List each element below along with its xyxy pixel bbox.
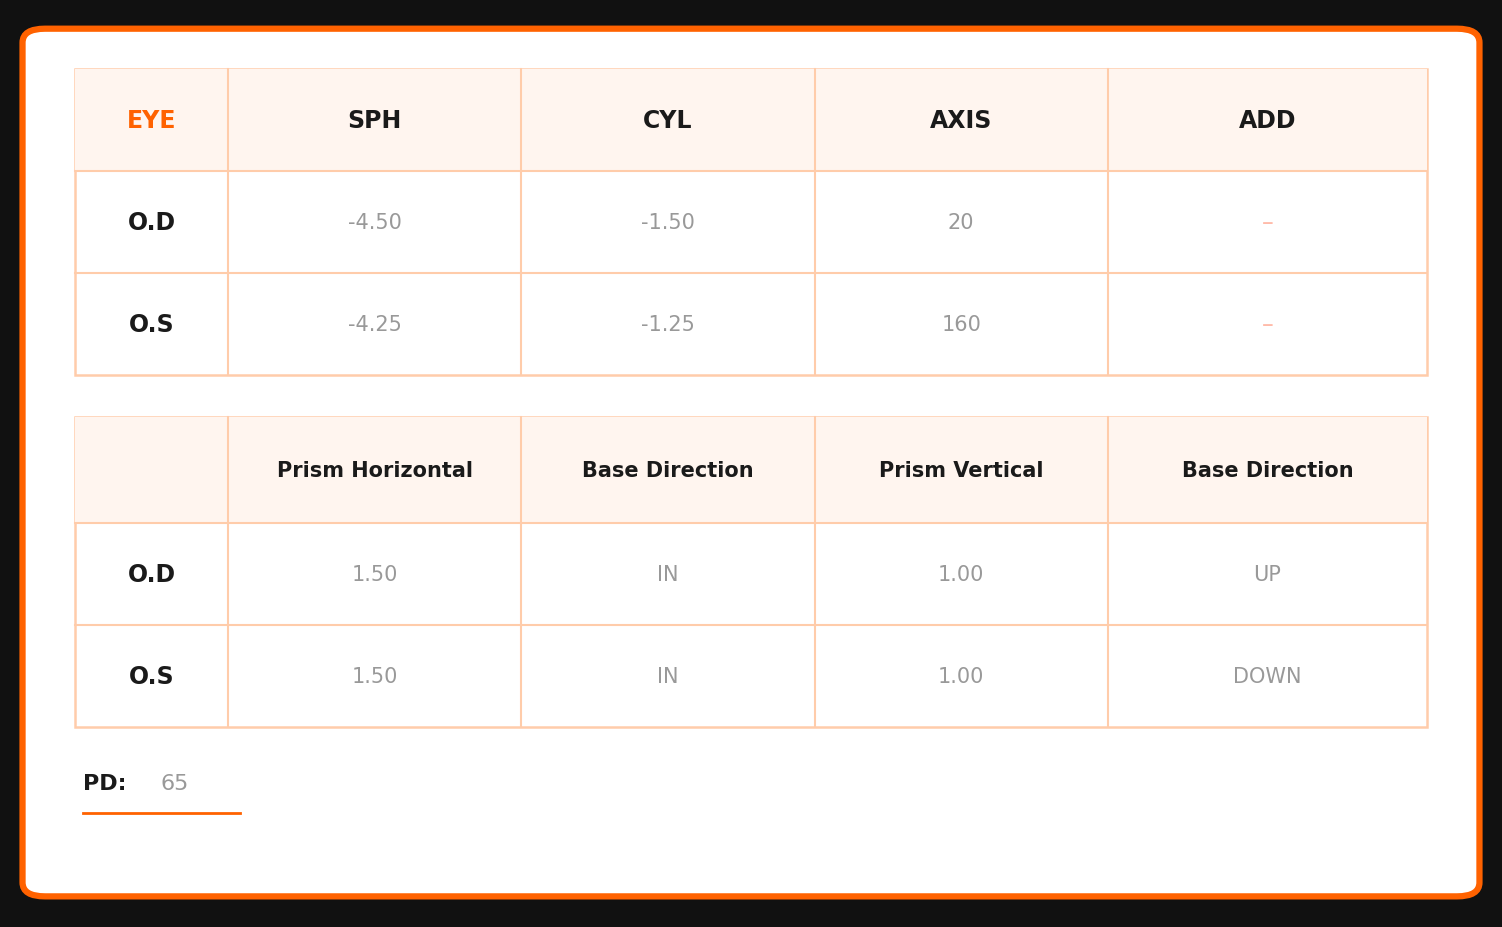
Text: SPH: SPH <box>347 108 401 133</box>
Text: 20: 20 <box>948 212 975 233</box>
Bar <box>75 70 1427 171</box>
Text: 1.50: 1.50 <box>351 565 398 585</box>
Text: 160: 160 <box>942 314 981 335</box>
Text: O.S: O.S <box>129 665 174 689</box>
Text: CYL: CYL <box>643 108 692 133</box>
Text: -1.25: -1.25 <box>641 314 695 335</box>
Text: Base Direction: Base Direction <box>1182 461 1353 480</box>
FancyBboxPatch shape <box>23 30 1479 896</box>
Text: O.D: O.D <box>128 563 176 587</box>
Text: 1.00: 1.00 <box>939 565 984 585</box>
Text: IN: IN <box>656 565 679 585</box>
Text: –: – <box>1262 210 1274 235</box>
Bar <box>75 417 1427 524</box>
Text: –: – <box>1262 312 1274 337</box>
Text: O.D: O.D <box>128 210 176 235</box>
Text: -4.50: -4.50 <box>347 212 401 233</box>
Text: UP: UP <box>1254 565 1281 585</box>
Text: O.S: O.S <box>129 312 174 337</box>
Text: 1.00: 1.00 <box>939 667 984 687</box>
Bar <box>75 417 1427 728</box>
Text: AXIS: AXIS <box>930 108 993 133</box>
Text: DOWN: DOWN <box>1233 667 1302 687</box>
Bar <box>75 70 1427 375</box>
Text: IN: IN <box>656 667 679 687</box>
Text: 65: 65 <box>161 773 189 794</box>
Text: Base Direction: Base Direction <box>583 461 754 480</box>
Text: Prism Vertical: Prism Vertical <box>879 461 1044 480</box>
Text: -4.25: -4.25 <box>347 314 401 335</box>
Text: 1.50: 1.50 <box>351 667 398 687</box>
Text: PD:: PD: <box>83 773 126 794</box>
Text: Prism Horizontal: Prism Horizontal <box>276 461 473 480</box>
Text: ADD: ADD <box>1239 108 1296 133</box>
Text: -1.50: -1.50 <box>641 212 695 233</box>
Text: EYE: EYE <box>126 108 176 133</box>
